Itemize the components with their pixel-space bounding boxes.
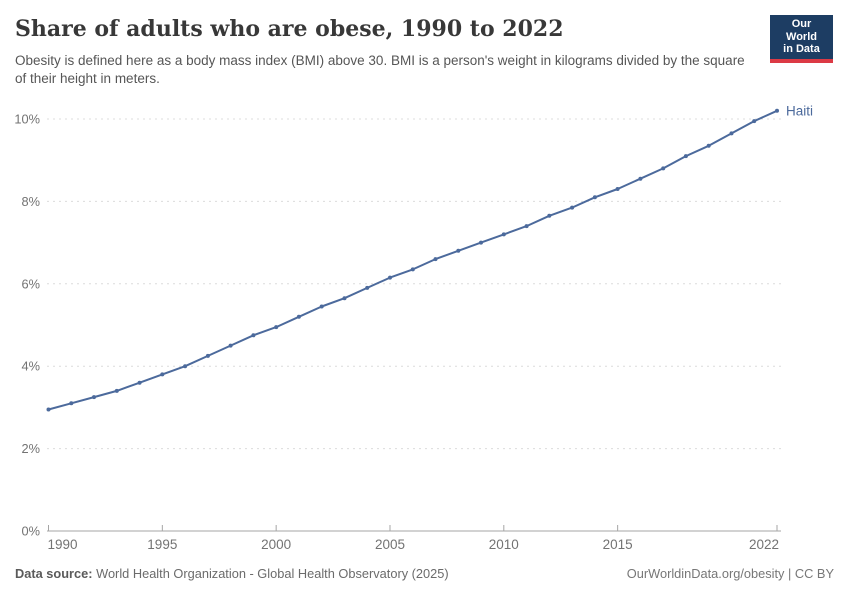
data-point[interactable] bbox=[570, 205, 575, 210]
chart-footer: Data source: World Health Organization -… bbox=[15, 566, 834, 581]
data-point[interactable] bbox=[388, 275, 392, 280]
data-point[interactable] bbox=[524, 224, 529, 229]
data-source: Data source: World Health Organization -… bbox=[15, 566, 449, 581]
data-point[interactable] bbox=[683, 154, 688, 159]
series-line-haiti[interactable] bbox=[47, 109, 778, 411]
owid-logo[interactable]: Our World in Data bbox=[770, 15, 833, 63]
data-point[interactable] bbox=[456, 248, 461, 253]
y-tick-label: 8% bbox=[22, 194, 41, 209]
y-tick-label: 4% bbox=[22, 359, 41, 374]
data-point[interactable] bbox=[638, 176, 643, 181]
data-point[interactable] bbox=[752, 119, 757, 124]
data-point[interactable] bbox=[46, 407, 51, 412]
data-point[interactable] bbox=[228, 343, 233, 348]
y-tick-label: 0% bbox=[22, 524, 41, 539]
y-tick-label: 6% bbox=[22, 276, 41, 291]
y-tick-label: 10% bbox=[14, 112, 40, 127]
data-point[interactable] bbox=[69, 401, 74, 406]
data-point[interactable] bbox=[205, 353, 210, 358]
x-tick-label: 1990 bbox=[48, 537, 78, 552]
data-point[interactable] bbox=[410, 267, 415, 272]
x-tick-label: 2010 bbox=[489, 537, 519, 552]
data-point[interactable] bbox=[160, 372, 165, 377]
x-tick-label: 2000 bbox=[261, 537, 291, 552]
data-point[interactable] bbox=[433, 257, 438, 262]
data-point[interactable] bbox=[661, 166, 666, 171]
data-point[interactable] bbox=[365, 285, 370, 290]
data-point[interactable] bbox=[615, 187, 620, 191]
x-tick-label: 2022 bbox=[749, 537, 779, 552]
owid-logo-line1: Our World bbox=[786, 18, 817, 43]
footer-link[interactable]: OurWorldinData.org/obesity | CC BY bbox=[626, 566, 834, 581]
chart-subtitle: Obesity is defined here as a body mass i… bbox=[15, 53, 745, 86]
data-point[interactable] bbox=[501, 232, 506, 237]
x-tick-label: 1995 bbox=[147, 537, 177, 552]
data-point[interactable] bbox=[706, 143, 711, 148]
data-point[interactable] bbox=[342, 296, 347, 301]
data-point[interactable] bbox=[592, 195, 597, 200]
data-point[interactable] bbox=[775, 108, 779, 113]
data-source-value: World Health Organization - Global Healt… bbox=[96, 566, 449, 581]
data-point[interactable] bbox=[92, 395, 96, 400]
data-point[interactable] bbox=[183, 364, 188, 369]
x-tick-label: 2015 bbox=[603, 537, 633, 552]
data-point[interactable] bbox=[547, 213, 552, 218]
data-point[interactable] bbox=[137, 380, 142, 385]
obesity-line-chart[interactable]: 0% 2% 4% 6% 8% 10% 1990 1995 2000 2005 2010 2015 202… bbox=[0, 95, 850, 560]
data-point[interactable] bbox=[296, 314, 301, 319]
y-tick-label: 2% bbox=[22, 441, 41, 456]
data-point[interactable] bbox=[251, 333, 256, 338]
line-chart-area[interactable]: 0% 2% 4% 6% 8% 10% 1990 1995 2000 2005 2010 2015 202… bbox=[0, 95, 850, 560]
data-source-label: Data source: bbox=[15, 566, 93, 581]
data-point[interactable] bbox=[114, 388, 119, 393]
chart-title: Share of adults who are obese, 1990 to 2… bbox=[15, 16, 564, 42]
x-tick-label: 2005 bbox=[375, 537, 405, 552]
data-point[interactable] bbox=[479, 240, 483, 245]
series-end-label[interactable]: Haiti bbox=[786, 103, 813, 118]
data-point[interactable] bbox=[274, 325, 279, 330]
owid-logo-line2: in Data bbox=[783, 43, 820, 55]
data-point[interactable] bbox=[729, 131, 734, 136]
data-point[interactable] bbox=[319, 304, 324, 309]
